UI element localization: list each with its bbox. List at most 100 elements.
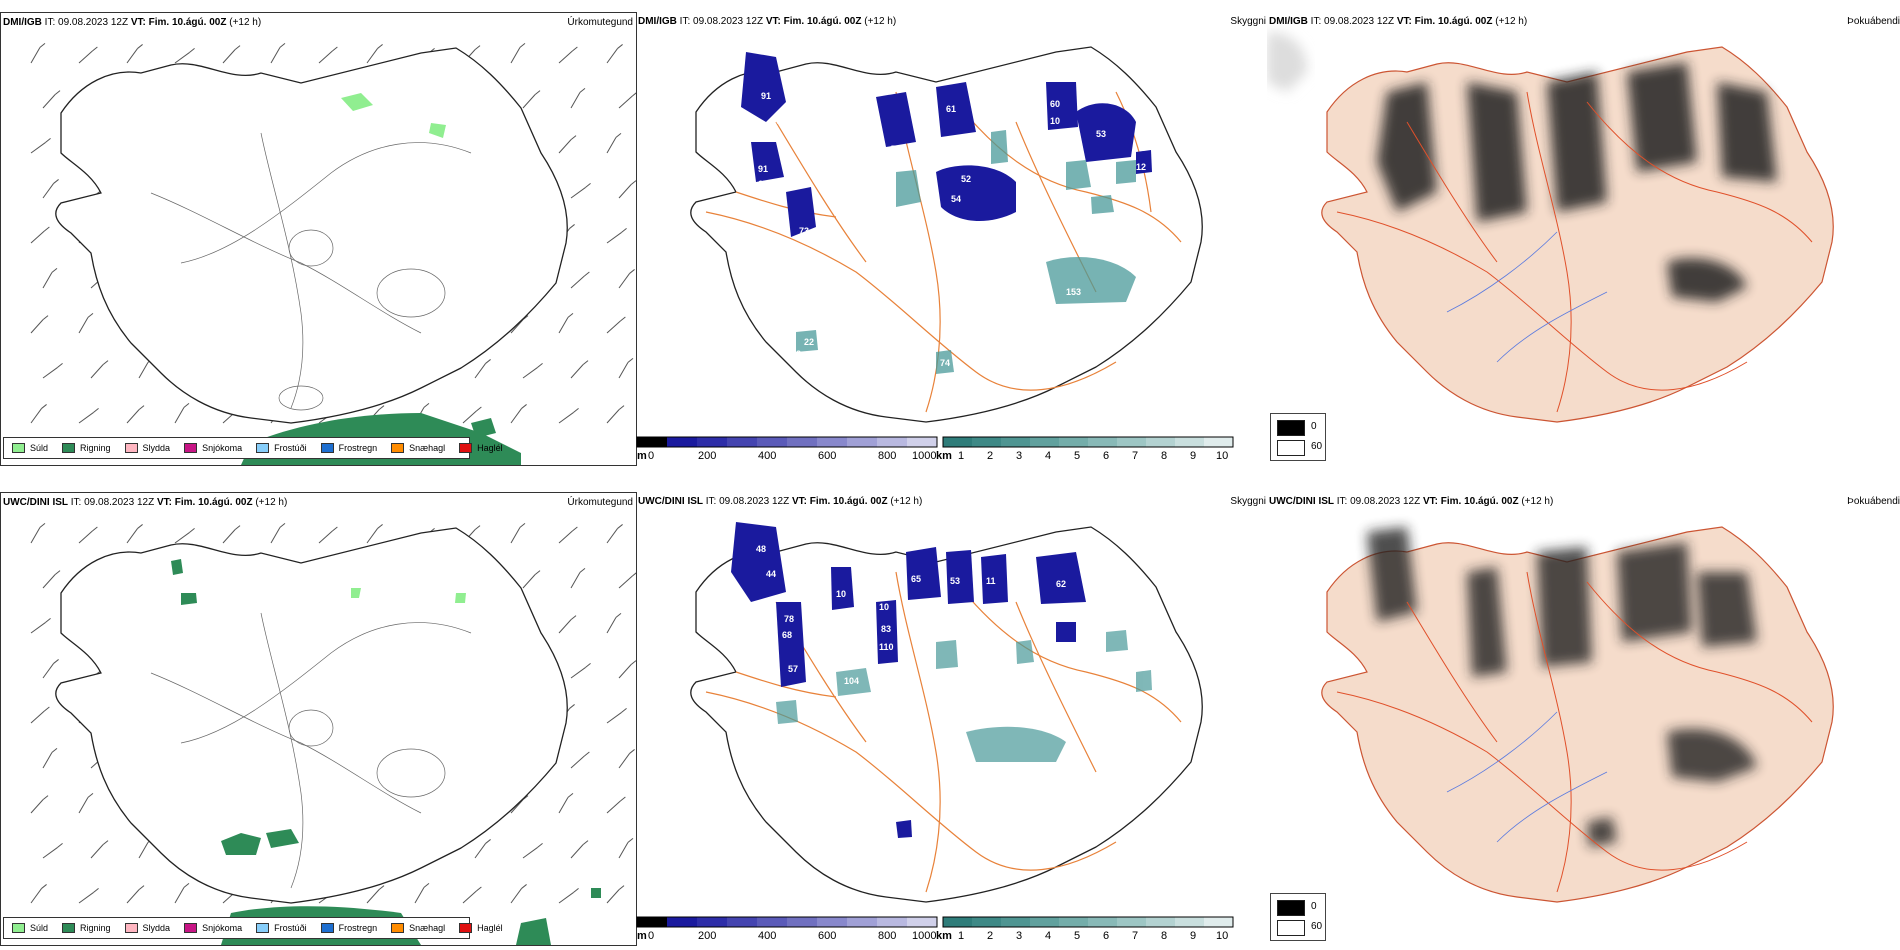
wind-barb-flag — [189, 528, 195, 533]
visibility-tick: 10 — [1216, 450, 1229, 462]
wind-barb-flag — [53, 179, 59, 184]
legend-label: Snæhagl — [409, 443, 446, 453]
ceiling-tick: 600 — [818, 930, 837, 942]
wind-barb — [606, 320, 621, 334]
legend-item: Snæhagl — [391, 443, 445, 453]
ceiling-tick: 800 — [878, 450, 897, 462]
wind-barb — [510, 408, 522, 424]
wind-barb-flag — [92, 526, 98, 532]
wind-barb — [474, 363, 486, 379]
wind-barb-flag — [138, 405, 145, 411]
ceiling-label: 68 — [782, 630, 792, 640]
wind-barb — [462, 410, 477, 424]
legend-label: Súld — [30, 443, 49, 453]
wind-barb — [270, 527, 281, 544]
visibility-tick: 3 — [1016, 930, 1023, 942]
wind-barb — [126, 409, 140, 424]
wind-barb-flag — [567, 793, 574, 798]
legend-label: Slydda — [142, 923, 171, 933]
legend-item: Snjókoma — [184, 923, 242, 933]
legend-label: Frostúði — [274, 923, 307, 933]
wind-barb-flag — [537, 843, 543, 848]
wind-barb-flag — [183, 883, 190, 888]
ceiling-label: 110 — [879, 642, 894, 652]
wind-barb — [318, 50, 333, 64]
wind-barb-flag — [53, 659, 59, 664]
lead-time: (+12 h) — [229, 17, 262, 28]
wind-barb — [606, 409, 620, 424]
lead-time: (+12 h) — [1521, 496, 1554, 507]
model-name: UWC/DINI ISL — [1269, 496, 1334, 507]
wind-barb-flag — [42, 315, 49, 321]
ceiling-label: 10 — [879, 602, 889, 612]
wind-barb-flag — [87, 793, 94, 798]
ceiling-label: 65 — [758, 179, 768, 189]
wind-barb — [606, 232, 622, 244]
panel-right-title: Skyggni — [1230, 16, 1266, 27]
valid-time: VT: Fim. 10.ágú. 00Z — [130, 17, 227, 28]
wind-barb-flag — [585, 663, 591, 668]
panel-right-title: Þokuábendi — [1847, 16, 1900, 27]
panel-title: UWC/DINI ISL IT: 09.08.2023 12Z VT: Fim.… — [638, 496, 922, 507]
fog-legend-high: 60 — [1311, 441, 1323, 452]
ceiling-label: 53 — [1096, 129, 1106, 139]
wind-barb-flag — [572, 46, 578, 52]
wind-barb — [558, 619, 572, 634]
iceland-map-precip — [30, 523, 636, 945]
wind-barb — [30, 799, 44, 814]
legend-swatch — [184, 923, 198, 933]
wind-barb-flag — [41, 404, 47, 409]
ceiling-label: 83 — [881, 624, 891, 634]
wind-barb — [606, 800, 621, 814]
legend-label: Rigning — [80, 923, 111, 933]
ceiling-label: 104 — [844, 676, 859, 686]
wind-barb-flag — [572, 526, 578, 532]
wind-barb — [510, 319, 524, 334]
wind-barb — [174, 407, 185, 424]
ceiling-label: 11 — [986, 576, 996, 586]
lead-time: (+12 h) — [864, 16, 897, 27]
wind-barb-flag — [579, 88, 586, 93]
wind-barb — [78, 892, 94, 904]
legend-item: Frostregn — [320, 923, 377, 933]
fog-legend-low: 0 — [1311, 421, 1317, 432]
wind-barb-flag — [39, 523, 46, 528]
panel-title: DMI/IGB IT: 09.08.2023 12Z VT: Fim. 10.á… — [1269, 16, 1527, 27]
model-name: DMI/IGB — [638, 16, 677, 27]
wind-barb — [558, 50, 573, 64]
wind-barb — [78, 412, 94, 424]
wind-barb-flag — [615, 133, 622, 138]
wind-barb — [606, 48, 618, 64]
wind-barb-flag — [93, 408, 99, 413]
ceiling-label: 20 — [1081, 559, 1091, 569]
iceland-map-fog — [1321, 526, 1834, 903]
wind-barb — [522, 94, 536, 109]
legend-item: Súld — [12, 443, 48, 453]
wind-barb-flag — [476, 406, 482, 412]
wind-barb — [42, 663, 54, 679]
wind-barb-flag — [522, 795, 529, 801]
wind-barb — [126, 48, 138, 64]
legend-swatch — [320, 443, 334, 453]
wind-barb-flag — [617, 524, 623, 529]
legend-swatch — [62, 443, 76, 453]
wind-barb — [570, 364, 584, 379]
wind-barb-flag — [377, 524, 383, 529]
iceland-map-fog — [1267, 32, 1834, 423]
wind-barb-flag — [87, 313, 94, 318]
wind-barb-flag — [629, 269, 635, 274]
wind-barb — [558, 317, 569, 334]
wind-barb — [42, 183, 54, 199]
wind-barb-flag — [618, 885, 625, 891]
visibility-colorbar: km 1 2 3 4 5 6 7 8 9 10 — [936, 436, 1234, 464]
wind-barb-flag — [630, 180, 636, 186]
valid-time: VT: Fim. 10.ágú. 00Z — [1422, 496, 1519, 507]
wind-barb — [366, 48, 378, 64]
visibility-tick: 2 — [987, 930, 994, 942]
ceiling-label: 78 — [784, 614, 794, 624]
wind-barb — [222, 529, 236, 544]
ceiling-tick: 400 — [758, 930, 777, 942]
wind-barb — [414, 887, 425, 904]
wind-barb — [570, 572, 581, 589]
legend-label: Haglél — [477, 443, 503, 453]
